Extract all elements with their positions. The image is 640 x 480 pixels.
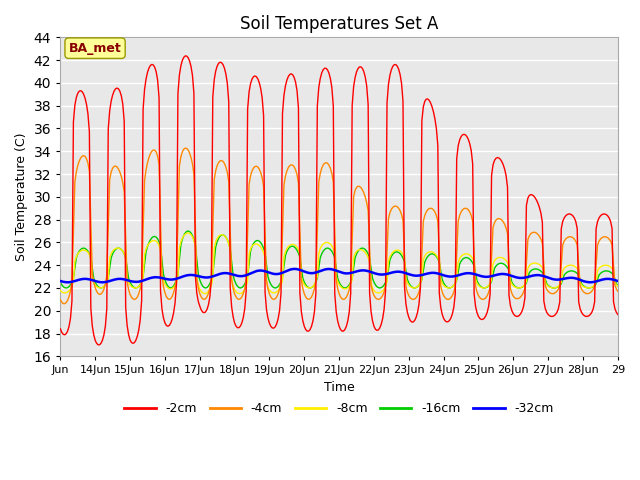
-8cm (70, 279, 77, 285)
-4cm (429, 207, 437, 213)
-16cm (354, 248, 362, 254)
Text: BA_met: BA_met (68, 42, 122, 55)
-16cm (70, 276, 77, 281)
-2cm (181, 53, 189, 59)
-8cm (447, 285, 455, 290)
-2cm (56, 326, 64, 332)
-16cm (56, 279, 64, 285)
-8cm (237, 291, 244, 297)
-16cm (108, 255, 115, 261)
Line: -16cm: -16cm (60, 231, 618, 288)
-2cm (108, 98, 115, 104)
Line: -8cm: -8cm (60, 233, 618, 294)
-16cm (429, 251, 437, 257)
-8cm (429, 250, 437, 255)
-32cm (429, 270, 437, 276)
-2cm (94, 342, 102, 348)
-4cm (71, 179, 79, 185)
Title: Soil Temperatures Set A: Soil Temperatures Set A (240, 15, 438, 33)
-4cm (56, 297, 64, 302)
-32cm (71, 278, 79, 284)
Legend: -2cm, -4cm, -8cm, -16cm, -32cm: -2cm, -4cm, -8cm, -16cm, -32cm (119, 397, 559, 420)
-32cm (291, 266, 298, 272)
Line: -2cm: -2cm (60, 56, 618, 345)
Line: -32cm: -32cm (60, 269, 618, 282)
-16cm (97, 285, 105, 291)
Y-axis label: Soil Temperature (C): Soil Temperature (C) (15, 132, 28, 261)
Line: -4cm: -4cm (60, 148, 618, 304)
-8cm (106, 255, 113, 261)
-8cm (56, 288, 64, 293)
X-axis label: Time: Time (324, 381, 355, 394)
-2cm (429, 109, 437, 115)
-2cm (447, 315, 455, 321)
-2cm (289, 72, 296, 78)
-16cm (184, 228, 192, 234)
-32cm (287, 266, 295, 272)
-8cm (354, 247, 362, 253)
-32cm (64, 279, 72, 285)
-32cm (447, 274, 455, 279)
-8cm (614, 283, 621, 289)
-2cm (70, 119, 77, 125)
-16cm (447, 285, 455, 290)
-32cm (108, 278, 115, 284)
-4cm (289, 162, 296, 168)
-2cm (614, 312, 621, 317)
-8cm (289, 241, 296, 247)
-2cm (354, 66, 362, 72)
-16cm (614, 283, 621, 288)
-32cm (56, 278, 64, 284)
-8cm (184, 230, 192, 236)
-4cm (614, 288, 621, 294)
-4cm (108, 169, 115, 175)
-4cm (61, 301, 68, 307)
-4cm (447, 295, 455, 300)
-4cm (354, 183, 362, 189)
-16cm (289, 243, 296, 249)
-32cm (614, 278, 621, 284)
-4cm (181, 145, 189, 151)
-32cm (354, 268, 362, 274)
